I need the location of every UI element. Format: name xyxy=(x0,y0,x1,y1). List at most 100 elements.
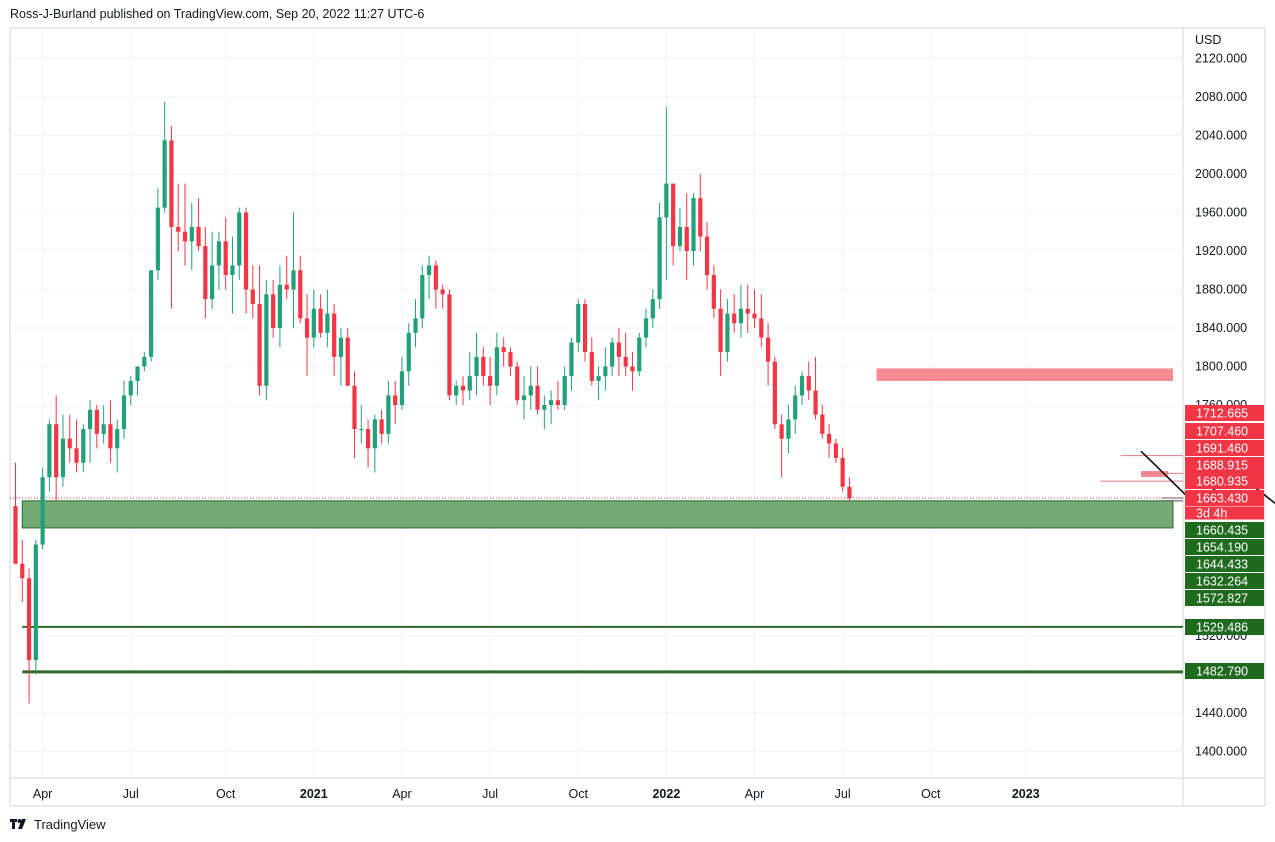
candle xyxy=(460,376,466,405)
candle-body xyxy=(203,246,208,300)
candle xyxy=(426,255,432,300)
candle-body xyxy=(318,308,323,333)
price-label: 1529.486 xyxy=(1185,619,1264,635)
candle xyxy=(840,448,845,492)
price-label: 3d 4h xyxy=(1185,506,1264,521)
price-label-text: 1644.433 xyxy=(1196,558,1248,572)
footer-brand: TradingView xyxy=(34,817,106,832)
candle xyxy=(542,395,547,430)
candle-body xyxy=(216,241,221,266)
candle xyxy=(745,284,750,333)
candle-body xyxy=(284,284,289,290)
candle-body xyxy=(637,337,642,372)
candle-body xyxy=(521,395,527,401)
candle-body xyxy=(406,332,411,372)
candle-body xyxy=(535,385,540,410)
price-label-text: 1654.190 xyxy=(1196,541,1248,555)
candle xyxy=(81,424,86,473)
price-label-bg xyxy=(1185,405,1264,421)
candle-body xyxy=(704,236,710,276)
price-label-text: 1707.460 xyxy=(1196,425,1248,439)
price-label: 1572.827 xyxy=(1185,590,1264,606)
candle xyxy=(311,289,316,348)
candle-body xyxy=(176,226,181,232)
price-label-text: 1632.264 xyxy=(1196,575,1248,589)
candle-body xyxy=(433,265,438,290)
price-label-text: 1691.460 xyxy=(1196,442,1248,456)
candle xyxy=(149,270,154,362)
price-label-bg xyxy=(1185,473,1264,489)
candle xyxy=(271,279,276,338)
candle-body xyxy=(515,366,520,401)
candle xyxy=(372,414,377,473)
candle xyxy=(155,188,160,280)
candle xyxy=(54,395,59,502)
candle-body xyxy=(426,265,432,276)
candle xyxy=(60,414,66,487)
candle-body xyxy=(311,308,316,338)
x-tick-label: Apr xyxy=(33,787,52,801)
candle xyxy=(169,125,174,309)
candle xyxy=(182,183,188,266)
candle xyxy=(515,361,520,405)
candle-body xyxy=(196,226,201,247)
publisher-header: Ross-J-Burland published on TradingView.… xyxy=(10,7,425,21)
candle xyxy=(121,380,127,439)
candle xyxy=(562,366,567,410)
candle-body xyxy=(54,424,59,478)
y-tick-label: 2040.000 xyxy=(1195,129,1247,143)
x-tick-label: Oct xyxy=(921,787,941,801)
candle-body xyxy=(454,385,459,396)
candle-body xyxy=(542,405,547,410)
candle-body xyxy=(474,356,479,377)
y-tick-label: 2080.000 xyxy=(1195,90,1247,104)
candle xyxy=(738,284,744,338)
candle-body xyxy=(501,347,506,353)
candle-body xyxy=(210,265,215,300)
candle xyxy=(162,101,167,213)
candle-body xyxy=(657,217,662,300)
candle xyxy=(135,366,140,396)
price-label-text: 1688.915 xyxy=(1196,459,1248,473)
candle xyxy=(13,462,18,564)
candle xyxy=(393,380,398,425)
candle xyxy=(87,400,93,463)
candle xyxy=(616,328,622,377)
candle-body xyxy=(74,448,79,463)
candle xyxy=(704,222,710,290)
candle-body xyxy=(169,140,174,227)
candle-body xyxy=(33,544,38,661)
candle-body xyxy=(793,395,798,420)
candle xyxy=(813,356,818,420)
candle xyxy=(576,299,581,353)
resistance-zone xyxy=(876,368,1173,381)
candle-body xyxy=(799,376,805,396)
candle-body xyxy=(786,419,791,439)
candle-body xyxy=(711,275,716,309)
candle-body xyxy=(596,376,601,381)
price-label: 1482.790 xyxy=(1185,663,1264,679)
candle-body xyxy=(725,313,730,353)
candle xyxy=(508,347,513,377)
candle-body xyxy=(155,207,160,271)
candle xyxy=(820,405,825,439)
candle xyxy=(474,332,479,396)
candle xyxy=(447,289,452,401)
candle-body xyxy=(277,284,283,328)
candle xyxy=(596,366,601,401)
support-zone xyxy=(21,500,1174,529)
price-label: 1660.435 xyxy=(1185,522,1264,538)
candle xyxy=(630,352,635,391)
x-tick-label: Jul xyxy=(482,787,498,801)
price-label-bg xyxy=(1185,440,1264,456)
candle-body xyxy=(20,563,25,579)
candle-body xyxy=(440,289,445,295)
candle-body xyxy=(182,231,188,242)
candle xyxy=(291,212,296,328)
x-axis: Apr Jul Oct 2021 Apr Jul Oct 2022 Apr Jul Oct 2023 xyxy=(33,28,1040,801)
candle-body xyxy=(243,212,249,290)
price-label-bg xyxy=(1185,457,1264,473)
candle xyxy=(413,299,418,348)
candle xyxy=(671,183,676,266)
